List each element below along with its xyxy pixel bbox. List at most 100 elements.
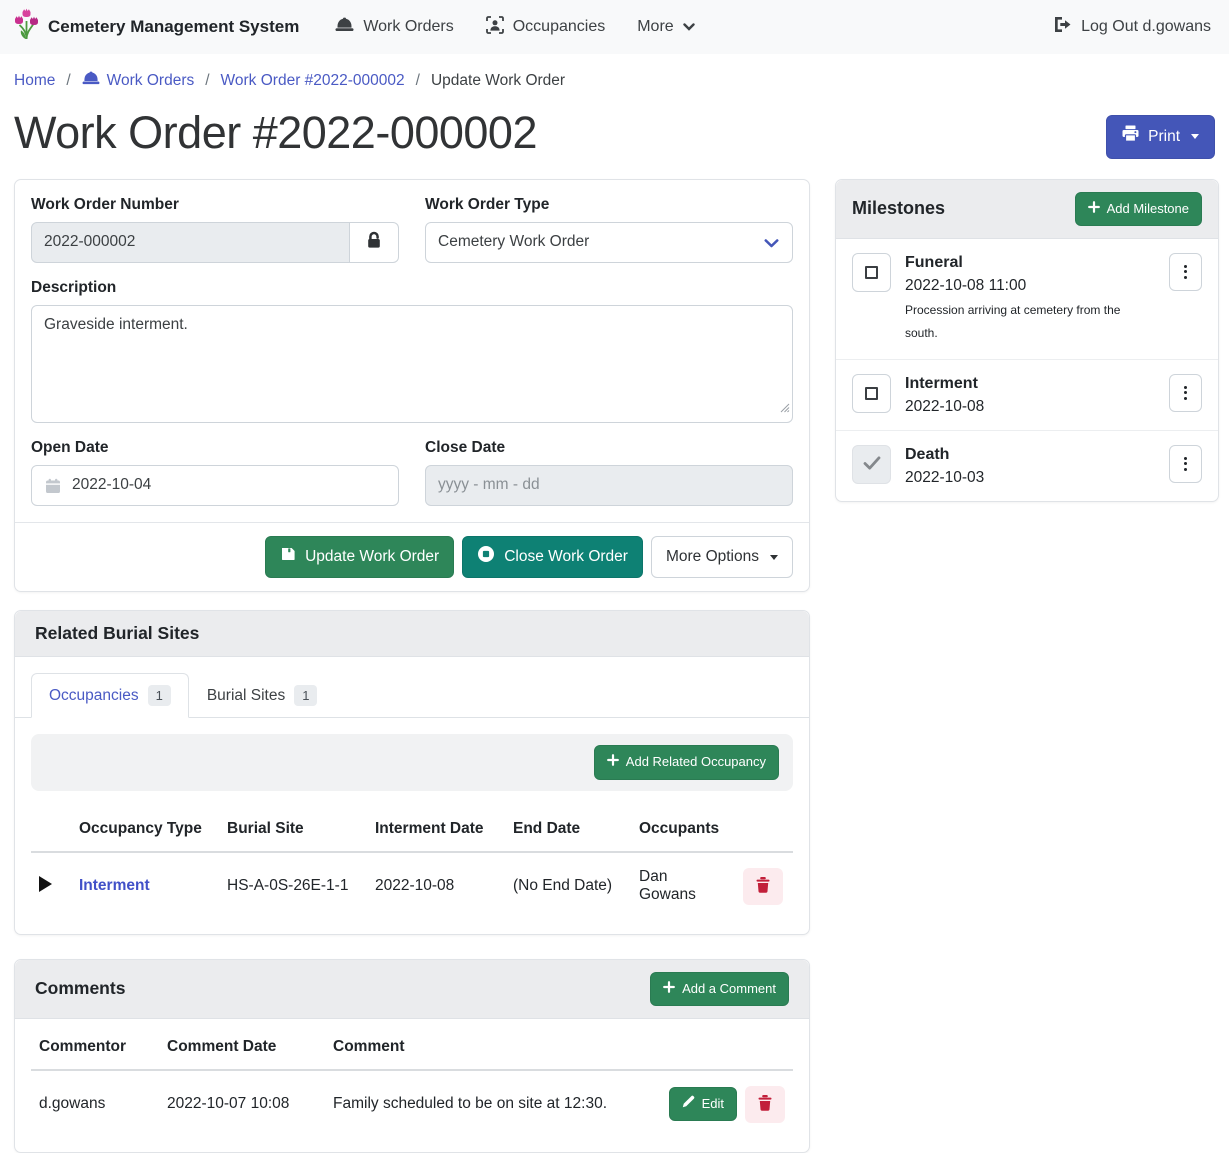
close-date-input: [425, 464, 793, 506]
hard-hat-icon: [82, 71, 100, 91]
stop-circle-icon: [477, 545, 495, 570]
milestone-checkbox[interactable]: [852, 252, 891, 292]
comment-cell: Family scheduled to be on site at 12:30.: [333, 1095, 607, 1113]
milestone-checkbox[interactable]: [852, 373, 891, 413]
chevron-down-icon: [682, 18, 695, 36]
calendar-icon: [46, 478, 60, 493]
add-related-occupancy-button[interactable]: Add Related Occupancy: [593, 745, 779, 780]
work-order-form-body: Work Order Number: [15, 180, 809, 522]
occupants-cell: Dan Gowans: [639, 868, 696, 904]
update-work-order-label: Update Work Order: [305, 548, 440, 566]
trash-icon: [756, 876, 770, 896]
breadcrumb-work-order-number[interactable]: Work Order #2022-000002: [221, 72, 405, 90]
print-label: Print: [1148, 128, 1180, 145]
logout-icon: [1053, 16, 1072, 38]
milestone-checkbox-checked[interactable]: [852, 444, 891, 484]
breadcrumb-work-orders[interactable]: Work Orders: [82, 71, 195, 91]
main-content: Work Order Number: [0, 178, 1229, 1153]
edit-comment-label: Edit: [701, 1096, 724, 1112]
printer-icon: [1122, 125, 1139, 149]
breadcrumb-home[interactable]: Home: [14, 72, 55, 90]
comments-title: Comments: [35, 978, 126, 999]
actions-column-header: [735, 806, 793, 853]
milestone-menu-button[interactable]: [1169, 373, 1202, 412]
navbar-brand[interactable]: Cemetery Management System: [14, 8, 299, 46]
open-date-label: Open Date: [31, 438, 109, 456]
description-textarea[interactable]: Graveside interment.: [31, 304, 793, 423]
breadcrumb-separator: /: [66, 72, 71, 89]
work-order-type-select[interactable]: Cemetery Work Order: [425, 221, 793, 263]
nav-item-work-orders[interactable]: Work Orders: [321, 9, 467, 46]
tab-label: Burial Sites: [206, 686, 286, 704]
occupancy-row: Interment HS-A-0S-26E-1-1 2022-10-08 (No…: [31, 852, 793, 920]
column-header: Occupants: [631, 806, 735, 853]
nav-item-more[interactable]: More: [623, 10, 708, 44]
milestone-menu-button[interactable]: [1169, 444, 1202, 483]
hard-hat-icon: [335, 17, 354, 38]
close-date-field: Close Date: [425, 439, 793, 506]
logout-button[interactable]: Log Out d.gowans: [1053, 16, 1211, 38]
delete-occupancy-button[interactable]: [743, 867, 783, 905]
page-title: Work Order #2022-000002: [14, 107, 538, 158]
tab-occupancies[interactable]: Occupancies 1: [31, 673, 189, 719]
related-tabs: Occupancies 1 Burial Sites 1: [15, 657, 809, 719]
milestone-body: Interment 2022-10-08: [905, 374, 1155, 416]
close-date-label: Close Date: [425, 438, 506, 456]
column-header: Burial Site: [219, 806, 367, 853]
occupancies-table: Occupancy Type Burial Site Interment Dat…: [31, 806, 793, 920]
milestones-header: Milestones Add Milestone: [836, 179, 1218, 239]
add-milestone-button[interactable]: Add Milestone: [1074, 191, 1202, 226]
tab-burial-sites[interactable]: Burial Sites 1: [189, 673, 336, 718]
column-header: Comment: [325, 1024, 655, 1071]
breadcrumb-label: Home: [14, 72, 56, 89]
left-column: Work Order Number: [14, 178, 810, 1153]
more-options-button[interactable]: More Options: [650, 535, 793, 579]
breadcrumb-separator: /: [415, 72, 420, 89]
close-work-order-button[interactable]: Close Work Order: [462, 535, 643, 579]
related-burial-sites-title: Related Burial Sites: [35, 623, 200, 644]
breadcrumb-label: Work Orders: [106, 72, 195, 89]
kebab-icon: [1184, 385, 1187, 389]
end-date-cell: (No End Date): [513, 877, 613, 895]
tab-label: Occupancies: [49, 686, 139, 704]
milestone-menu-button[interactable]: [1169, 252, 1202, 291]
work-order-type-label: Work Order Type: [425, 195, 550, 213]
tab-count-badge: 1: [294, 685, 318, 707]
kebab-icon: [1184, 456, 1187, 460]
work-order-actions: Update Work Order Close Work Order More …: [15, 521, 809, 592]
related-burial-sites-header: Related Burial Sites: [15, 611, 809, 658]
print-button[interactable]: Print: [1106, 115, 1215, 159]
milestones-card: Milestones Add Milestone Funeral: [835, 178, 1219, 502]
milestone-date: 2022-10-08 11:00: [905, 276, 1027, 294]
tab-count-badge: 1: [147, 685, 171, 707]
more-options-label: More Options: [665, 548, 759, 566]
edit-comment-button[interactable]: Edit: [668, 1087, 737, 1122]
kebab-icon: [1184, 264, 1187, 268]
expand-column-header: [31, 806, 71, 853]
lock-addon-button[interactable]: [350, 221, 399, 263]
square-unchecked-icon: [865, 386, 878, 400]
comment-row: d.gowans 2022-10-07 10:08 Family schedul…: [31, 1070, 793, 1138]
milestone-item-interment: Interment 2022-10-08: [836, 358, 1218, 430]
delete-comment-button[interactable]: [745, 1085, 785, 1123]
update-work-order-button[interactable]: Update Work Order: [265, 535, 455, 579]
lock-icon: [364, 230, 384, 255]
nav-item-occupancies[interactable]: Occupancies: [472, 8, 620, 47]
occupancy-type-link[interactable]: Interment: [79, 877, 150, 895]
page-header: Work Order #2022-000002 Print: [0, 99, 1229, 179]
related-burial-sites-card: Related Burial Sites Occupancies 1 Buria…: [14, 610, 810, 935]
expand-row-icon[interactable]: [39, 875, 52, 892]
work-order-form-card: Work Order Number: [14, 178, 810, 593]
open-date-input[interactable]: [31, 464, 399, 506]
save-icon: [280, 546, 296, 569]
add-comment-button[interactable]: Add a Comment: [650, 971, 789, 1006]
person-bounding-box-icon: [485, 15, 504, 39]
comment-date-cell: 2022-10-07 10:08: [167, 1095, 290, 1113]
breadcrumb-label: Work Order #2022-000002: [220, 72, 405, 89]
trash-icon: [758, 1094, 772, 1114]
comments-card: Comments Add a Comment Commentor: [14, 958, 810, 1153]
select-chevron-icon: [764, 238, 779, 248]
add-related-occupancy-label: Add Related Occupancy: [625, 754, 766, 770]
plus-icon: [1087, 200, 1100, 218]
logout-label: Log Out d.gowans: [1081, 18, 1211, 35]
